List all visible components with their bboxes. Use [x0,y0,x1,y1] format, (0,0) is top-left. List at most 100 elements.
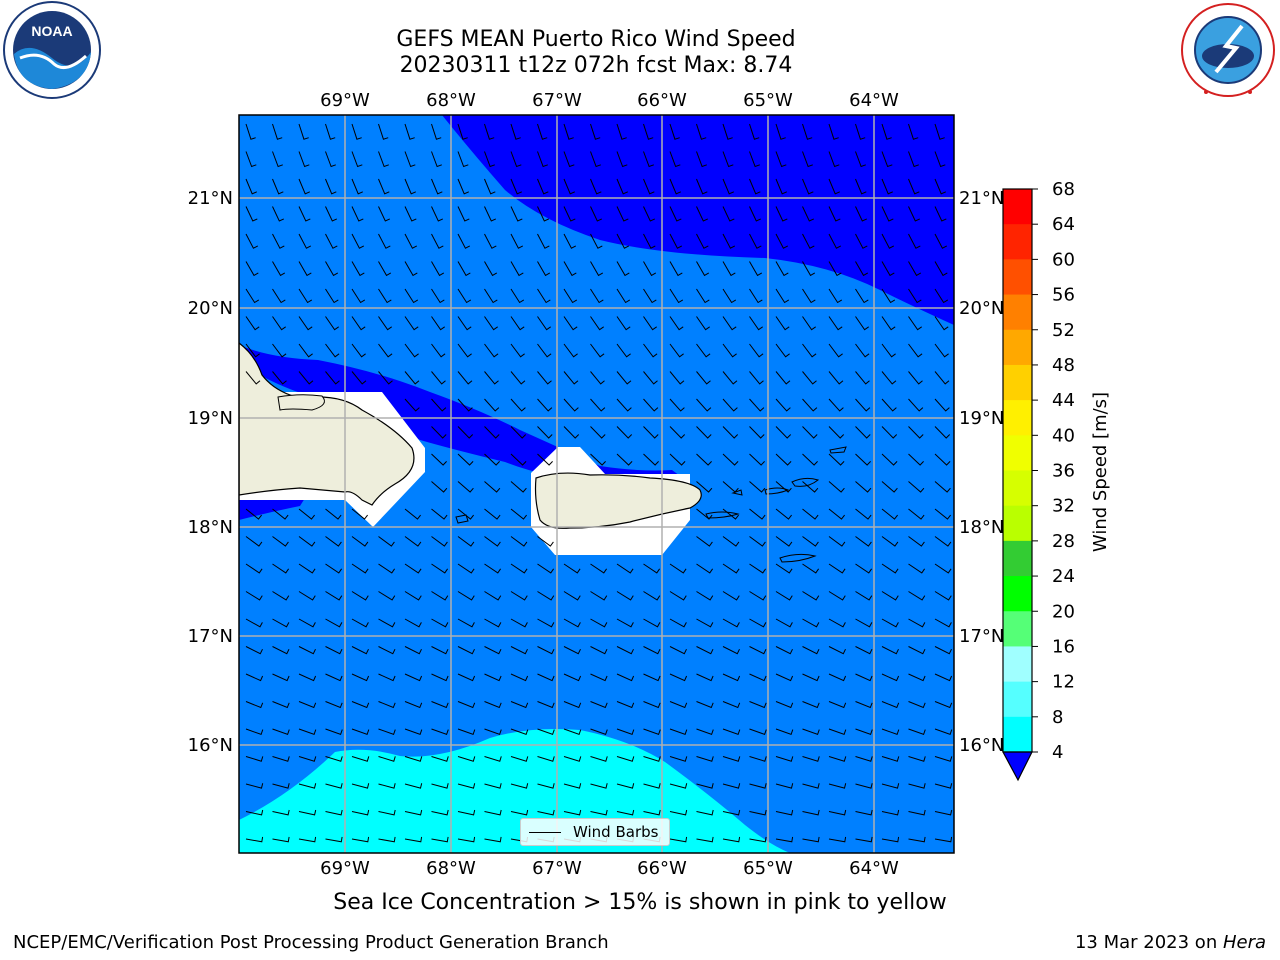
wind-barb [802,591,820,601]
wind-barb [934,809,953,816]
wind-barb [616,591,634,601]
wind-barb [643,673,661,682]
wind-barb [669,316,684,331]
wind-barb [298,673,317,682]
noaa-logo-text: NOAA [31,23,72,39]
wind-barb [298,756,317,762]
wind-barb [404,728,423,736]
wind-barb [245,151,257,168]
wind-barb [775,809,794,816]
wind-barb [908,261,922,277]
wind-barb [828,453,845,466]
wind-barb [643,728,661,736]
wind-barb [934,233,948,249]
wind-barb [775,836,794,843]
wind-barb [590,178,602,195]
wind-barb [484,673,502,682]
wind-barb [775,728,794,736]
wind-barb [590,618,608,628]
wind-barb [457,591,475,601]
wind-barb [431,563,449,574]
wind-barb [669,206,682,222]
wind-barb [272,836,290,843]
wind-barb [484,233,497,249]
wind-barb [908,398,924,412]
wind-barb [510,809,529,816]
wind-barb [616,783,635,789]
wind-barb [908,591,926,601]
wind-barb [325,206,338,222]
wind-barb [855,756,873,762]
wind-barb [351,343,366,358]
wind-barb [590,151,601,168]
wind-barb [855,508,872,520]
wind-barb [510,591,528,601]
wind-barb [245,536,263,547]
wind-barb [802,261,816,277]
wind-barb [537,783,555,789]
lat-label-left: 19°N [188,408,233,429]
wind-barb [722,728,741,736]
wind-barb [802,371,817,385]
wind-barb [696,206,709,222]
anegada-island [829,446,847,454]
wind-barb [722,481,739,493]
wind-barb [696,371,711,385]
wind-barb [272,233,285,249]
wind-barb [749,261,763,277]
wind-barb [245,343,260,358]
wind-barb [298,536,316,547]
wind-barb [272,809,290,816]
wind-barb [484,206,497,222]
wind-barb [457,123,468,140]
wind-barb [563,756,582,762]
wind-barb [325,288,339,304]
wind-barb [484,508,501,520]
wind-barb [669,756,688,762]
nws-logo [1181,3,1275,97]
wind-barb [484,783,502,789]
wind-barb [855,398,871,412]
wind-barb [934,508,951,520]
wind-barb [881,701,900,709]
wind-barb [404,151,416,168]
wind-barb [908,508,925,520]
wind-barb [828,371,844,385]
wind-barb [669,151,681,168]
wind-barb [351,371,367,385]
wind-barb [722,288,737,304]
wind-barb [828,756,847,762]
wind-barb [590,233,603,249]
wind-barb [643,783,661,789]
wind-barb [245,701,264,709]
wind-barb [325,646,343,655]
wind-barb [351,288,366,304]
wind-barb [696,701,714,709]
wind-barb [510,151,522,168]
wind-barb [749,783,767,789]
wind-barb [828,591,846,601]
wind-barb [669,233,683,249]
wind-barb [590,371,605,385]
wind-barb [802,783,820,789]
wind-barb [802,756,820,762]
wind-barb [828,426,845,439]
wind-barb [722,646,740,655]
wind-barb [510,728,529,736]
wind-barb [828,809,847,816]
wind-barb [669,426,686,439]
wind-barb [696,563,714,574]
wind-barb [537,178,549,195]
wind-barb [272,701,290,709]
wind-barb [908,178,920,195]
wind-barb [537,398,553,412]
wind-barb [431,701,449,709]
wind-barb [563,371,579,385]
wind-barb [669,618,687,628]
lat-label-left: 21°N [188,188,233,209]
wind-barb [855,728,873,736]
wind-barb [908,343,923,358]
wind-barb [537,288,551,304]
wind-barb [934,123,945,140]
wind-barb [510,206,523,222]
